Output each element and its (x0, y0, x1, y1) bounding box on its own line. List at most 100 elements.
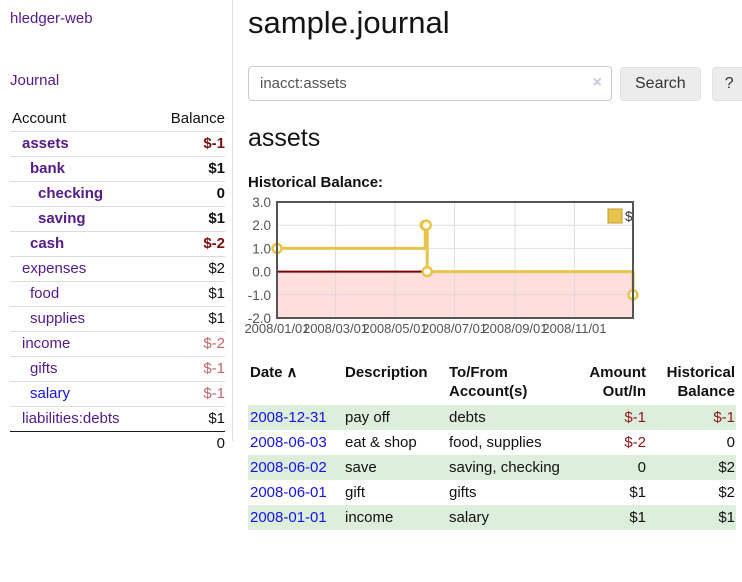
data-point-marker (421, 265, 433, 278)
register-table: Date ∧ Description To/From Account(s) Amount… (248, 360, 736, 530)
x-axis-tick-label: 2008/09/01 (482, 321, 547, 336)
account-link-bank[interactable]: bank (30, 160, 66, 177)
app-brand-link[interactable]: hledger-web (10, 10, 93, 27)
legend-label: $ (625, 209, 633, 224)
plot-border (276, 201, 634, 319)
register-header-amount-out-in: Amount Out/In (589, 364, 646, 400)
register-header-date[interactable]: Date ∧ (250, 364, 298, 381)
transaction-description: income (345, 509, 394, 526)
transaction-balance: 0 (726, 434, 735, 451)
account-balance: $-1 (203, 135, 225, 152)
account-row: saving $1 (10, 206, 225, 232)
register-row: 2008-12-31 pay off debts $-1 $-1 (248, 405, 736, 430)
accounts-header-account: Account (12, 110, 67, 127)
account-link-assets[interactable]: assets (22, 135, 69, 152)
account-balance: $1 (208, 210, 225, 227)
transaction-amount: $-2 (624, 434, 646, 451)
account-balance: $2 (208, 260, 225, 277)
account-balance: $-1 (203, 385, 225, 402)
x-axis-tick-label: 2008/07/01 (422, 321, 487, 336)
transaction-description: eat & shop (345, 434, 417, 451)
sort-ascending-icon[interactable]: ∧ (286, 364, 298, 381)
y-axis-tick-label: -2.0 (248, 311, 271, 326)
register-header-historical-balance: Historical Balance (666, 364, 735, 400)
legend-swatch (607, 208, 623, 224)
transaction-balance: $-1 (713, 409, 735, 426)
transaction-amount: $1 (629, 509, 646, 526)
accounts-header-balance: Balance (170, 110, 225, 127)
account-balance: $1 (208, 285, 225, 302)
account-row: expenses $2 (10, 256, 225, 282)
x-axis-tick-label: 2008/03/01 (303, 321, 368, 336)
transaction-amount: $-1 (624, 409, 646, 426)
clear-search-icon[interactable]: × (592, 74, 602, 91)
y-axis-tick-label: 1.0 (252, 241, 271, 256)
sidebar-item-journal[interactable]: Journal (10, 72, 60, 89)
page-title: sample.journal (248, 5, 450, 40)
account-row: cash $-2 (10, 231, 225, 257)
main-content: sample.journal × Search ? assets Histori… (244, 0, 742, 530)
account-link-cash[interactable]: cash (30, 235, 65, 252)
y-axis-tick-label: 0.0 (252, 265, 271, 280)
x-axis-tick-label: 2008/11/01 (542, 321, 606, 336)
transaction-balance: $2 (718, 459, 735, 476)
account-row: supplies $1 (10, 306, 225, 332)
account-link-saving[interactable]: saving (38, 210, 86, 227)
transaction-date-link[interactable]: 2008-06-03 (250, 434, 327, 451)
transaction-date-link[interactable]: 2008-01-01 (250, 509, 327, 526)
help-button[interactable]: ? (711, 66, 742, 101)
register-row: 2008-06-03 eat & shop food, supplies $-2 0 (248, 430, 736, 455)
transaction-accounts: saving, checking (449, 459, 560, 476)
account-balance: $-1 (203, 360, 225, 377)
historical-balance-chart: $3.0 2.0 1.0 0.0 -1.0 -2.0 2008/01/01 2008/03/0… (240, 195, 736, 344)
accounts-table: Account Balance assets $-1 bank $1 checking 0… (10, 107, 225, 456)
register-row: 2008-06-01 gift gifts $1 $2 (248, 480, 736, 505)
account-row: income $-2 (10, 331, 225, 357)
account-link-expenses[interactable]: expenses (22, 260, 87, 277)
register-header-description: Description (345, 364, 428, 381)
register-row: 2008-06-02 save saving, checking 0 $2 (248, 455, 736, 480)
account-row: bank $1 (10, 156, 225, 182)
account-row: checking 0 (10, 181, 225, 207)
search-input[interactable] (248, 66, 612, 101)
transaction-date-link[interactable]: 2008-12-31 (250, 409, 327, 426)
account-link-salary[interactable]: salary (30, 385, 71, 402)
account-row: assets $-1 (10, 131, 225, 157)
account-link-food[interactable]: food (30, 285, 60, 302)
data-point-marker (420, 219, 432, 231)
register-row: 2008-01-01 income salary $1 $1 (248, 505, 736, 530)
register-header-to-from-account-s-: To/From Account(s) (449, 364, 528, 400)
account-link-income[interactable]: income (22, 335, 71, 352)
transaction-balance: $2 (718, 484, 735, 501)
account-link-liabilities-debts[interactable]: liabilities:debts (22, 410, 120, 427)
account-balance: $1 (208, 410, 225, 427)
transaction-balance: $1 (718, 509, 735, 526)
account-link-supplies[interactable]: supplies (30, 310, 86, 327)
y-axis-tick-label: 3.0 (252, 197, 271, 210)
y-axis-tick-label: 2.0 (252, 218, 271, 233)
account-balance: 0 (216, 185, 225, 202)
account-row: gifts $-1 (10, 356, 225, 382)
transaction-date-link[interactable]: 2008-06-01 (250, 484, 327, 501)
y-axis-tick-label: -1.0 (248, 288, 271, 303)
search-form: × Search ? (248, 66, 742, 101)
transaction-accounts: gifts (449, 484, 477, 501)
register-header-row: Date ∧ Description To/From Account(s) Amount… (248, 360, 736, 405)
chart-svg: $3.0 2.0 1.0 0.0 -1.0 -2.02008/01/012008/03/0… (244, 195, 639, 336)
transaction-amount: 0 (637, 459, 646, 476)
transaction-amount: $1 (629, 484, 646, 501)
account-balance: $1 (208, 160, 225, 177)
account-row: salary $-1 (10, 381, 225, 407)
account-link-checking[interactable]: checking (38, 185, 104, 202)
account-link-gifts[interactable]: gifts (30, 360, 58, 377)
transaction-description: save (345, 459, 377, 476)
account-row: food $1 (10, 281, 225, 307)
accounts-total-row: 0 (10, 431, 225, 457)
transaction-date-link[interactable]: 2008-06-02 (250, 459, 327, 476)
accounts-header-row: Account Balance (10, 107, 225, 132)
x-axis-tick-label: 2008/05/01 (362, 321, 427, 336)
chart-label: Historical Balance: (248, 174, 384, 191)
account-title: assets (248, 124, 321, 152)
transaction-accounts: food, supplies (449, 434, 542, 451)
search-button[interactable]: Search (620, 66, 701, 101)
